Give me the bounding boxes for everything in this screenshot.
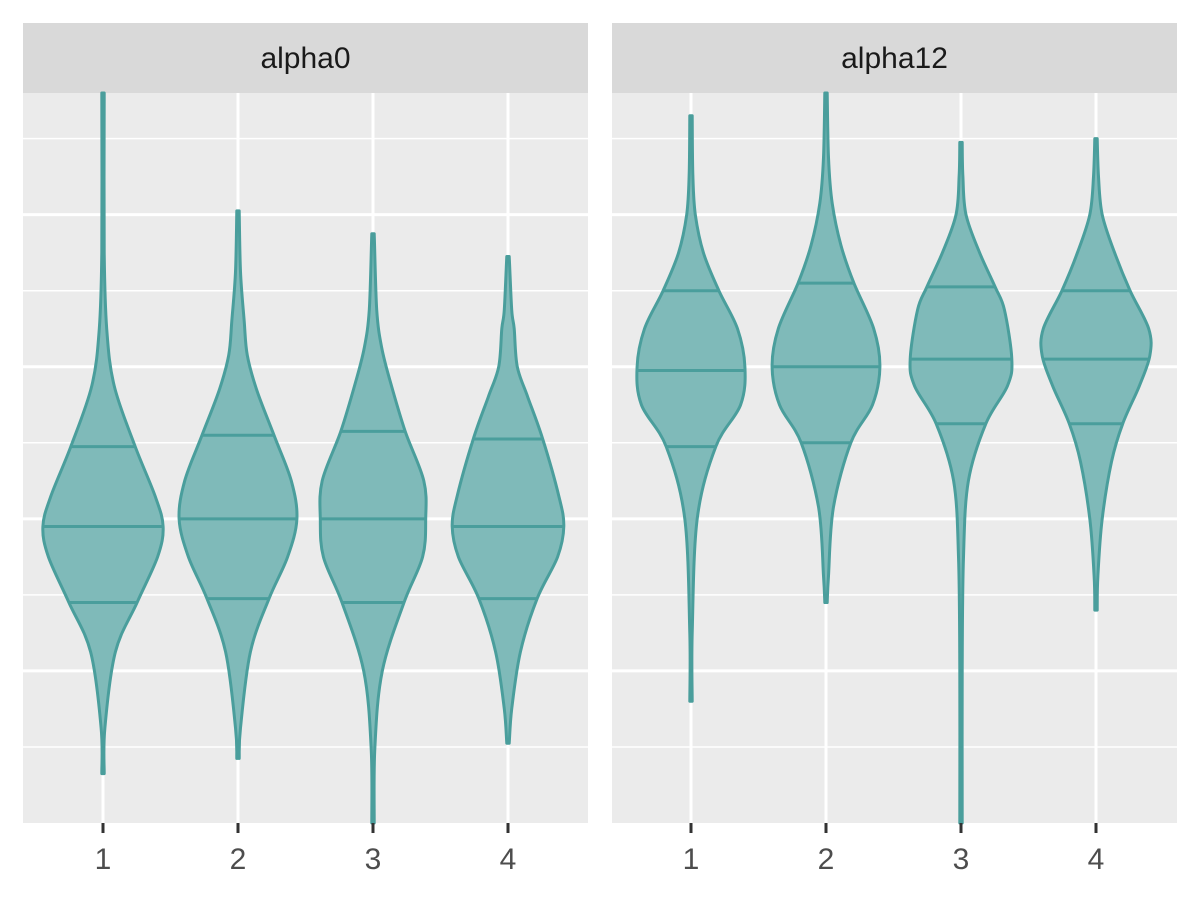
violin-alpha0-3 (318, 232, 428, 825)
x-tick-label: 2 (230, 843, 247, 876)
x-axis-alpha12: 1 2 3 4 (683, 823, 1105, 876)
violins-alpha12 (635, 91, 1153, 825)
x-tick-label: 4 (500, 843, 517, 876)
x-tick-label: 4 (1088, 843, 1105, 876)
violin-alpha0-4 (450, 255, 566, 745)
violin-alpha0-2 (177, 209, 299, 760)
x-tick-label: 2 (818, 843, 835, 876)
strip-label-alpha12: alpha12 (841, 42, 948, 75)
panel-alpha0: alpha0 1 2 3 4 (23, 23, 588, 876)
x-tick-label: 3 (953, 843, 970, 876)
x-tick-label: 1 (95, 843, 112, 876)
violins-alpha0 (41, 91, 566, 825)
panel-alpha12: alpha12 1 2 3 4 (612, 23, 1177, 876)
strip-label-alpha0: alpha0 (260, 42, 350, 75)
violin-alpha12-1 (635, 114, 747, 703)
strip-alpha0 (23, 23, 588, 93)
x-tick-label: 1 (683, 843, 700, 876)
strip-alpha12 (612, 23, 1177, 93)
violin-alpha12-4 (1039, 137, 1153, 612)
x-axis-alpha0: 1 2 3 4 (95, 823, 517, 876)
violin-alpha12-3 (908, 140, 1014, 825)
x-tick-label: 3 (365, 843, 382, 876)
violin-alpha12-2 (770, 91, 882, 604)
